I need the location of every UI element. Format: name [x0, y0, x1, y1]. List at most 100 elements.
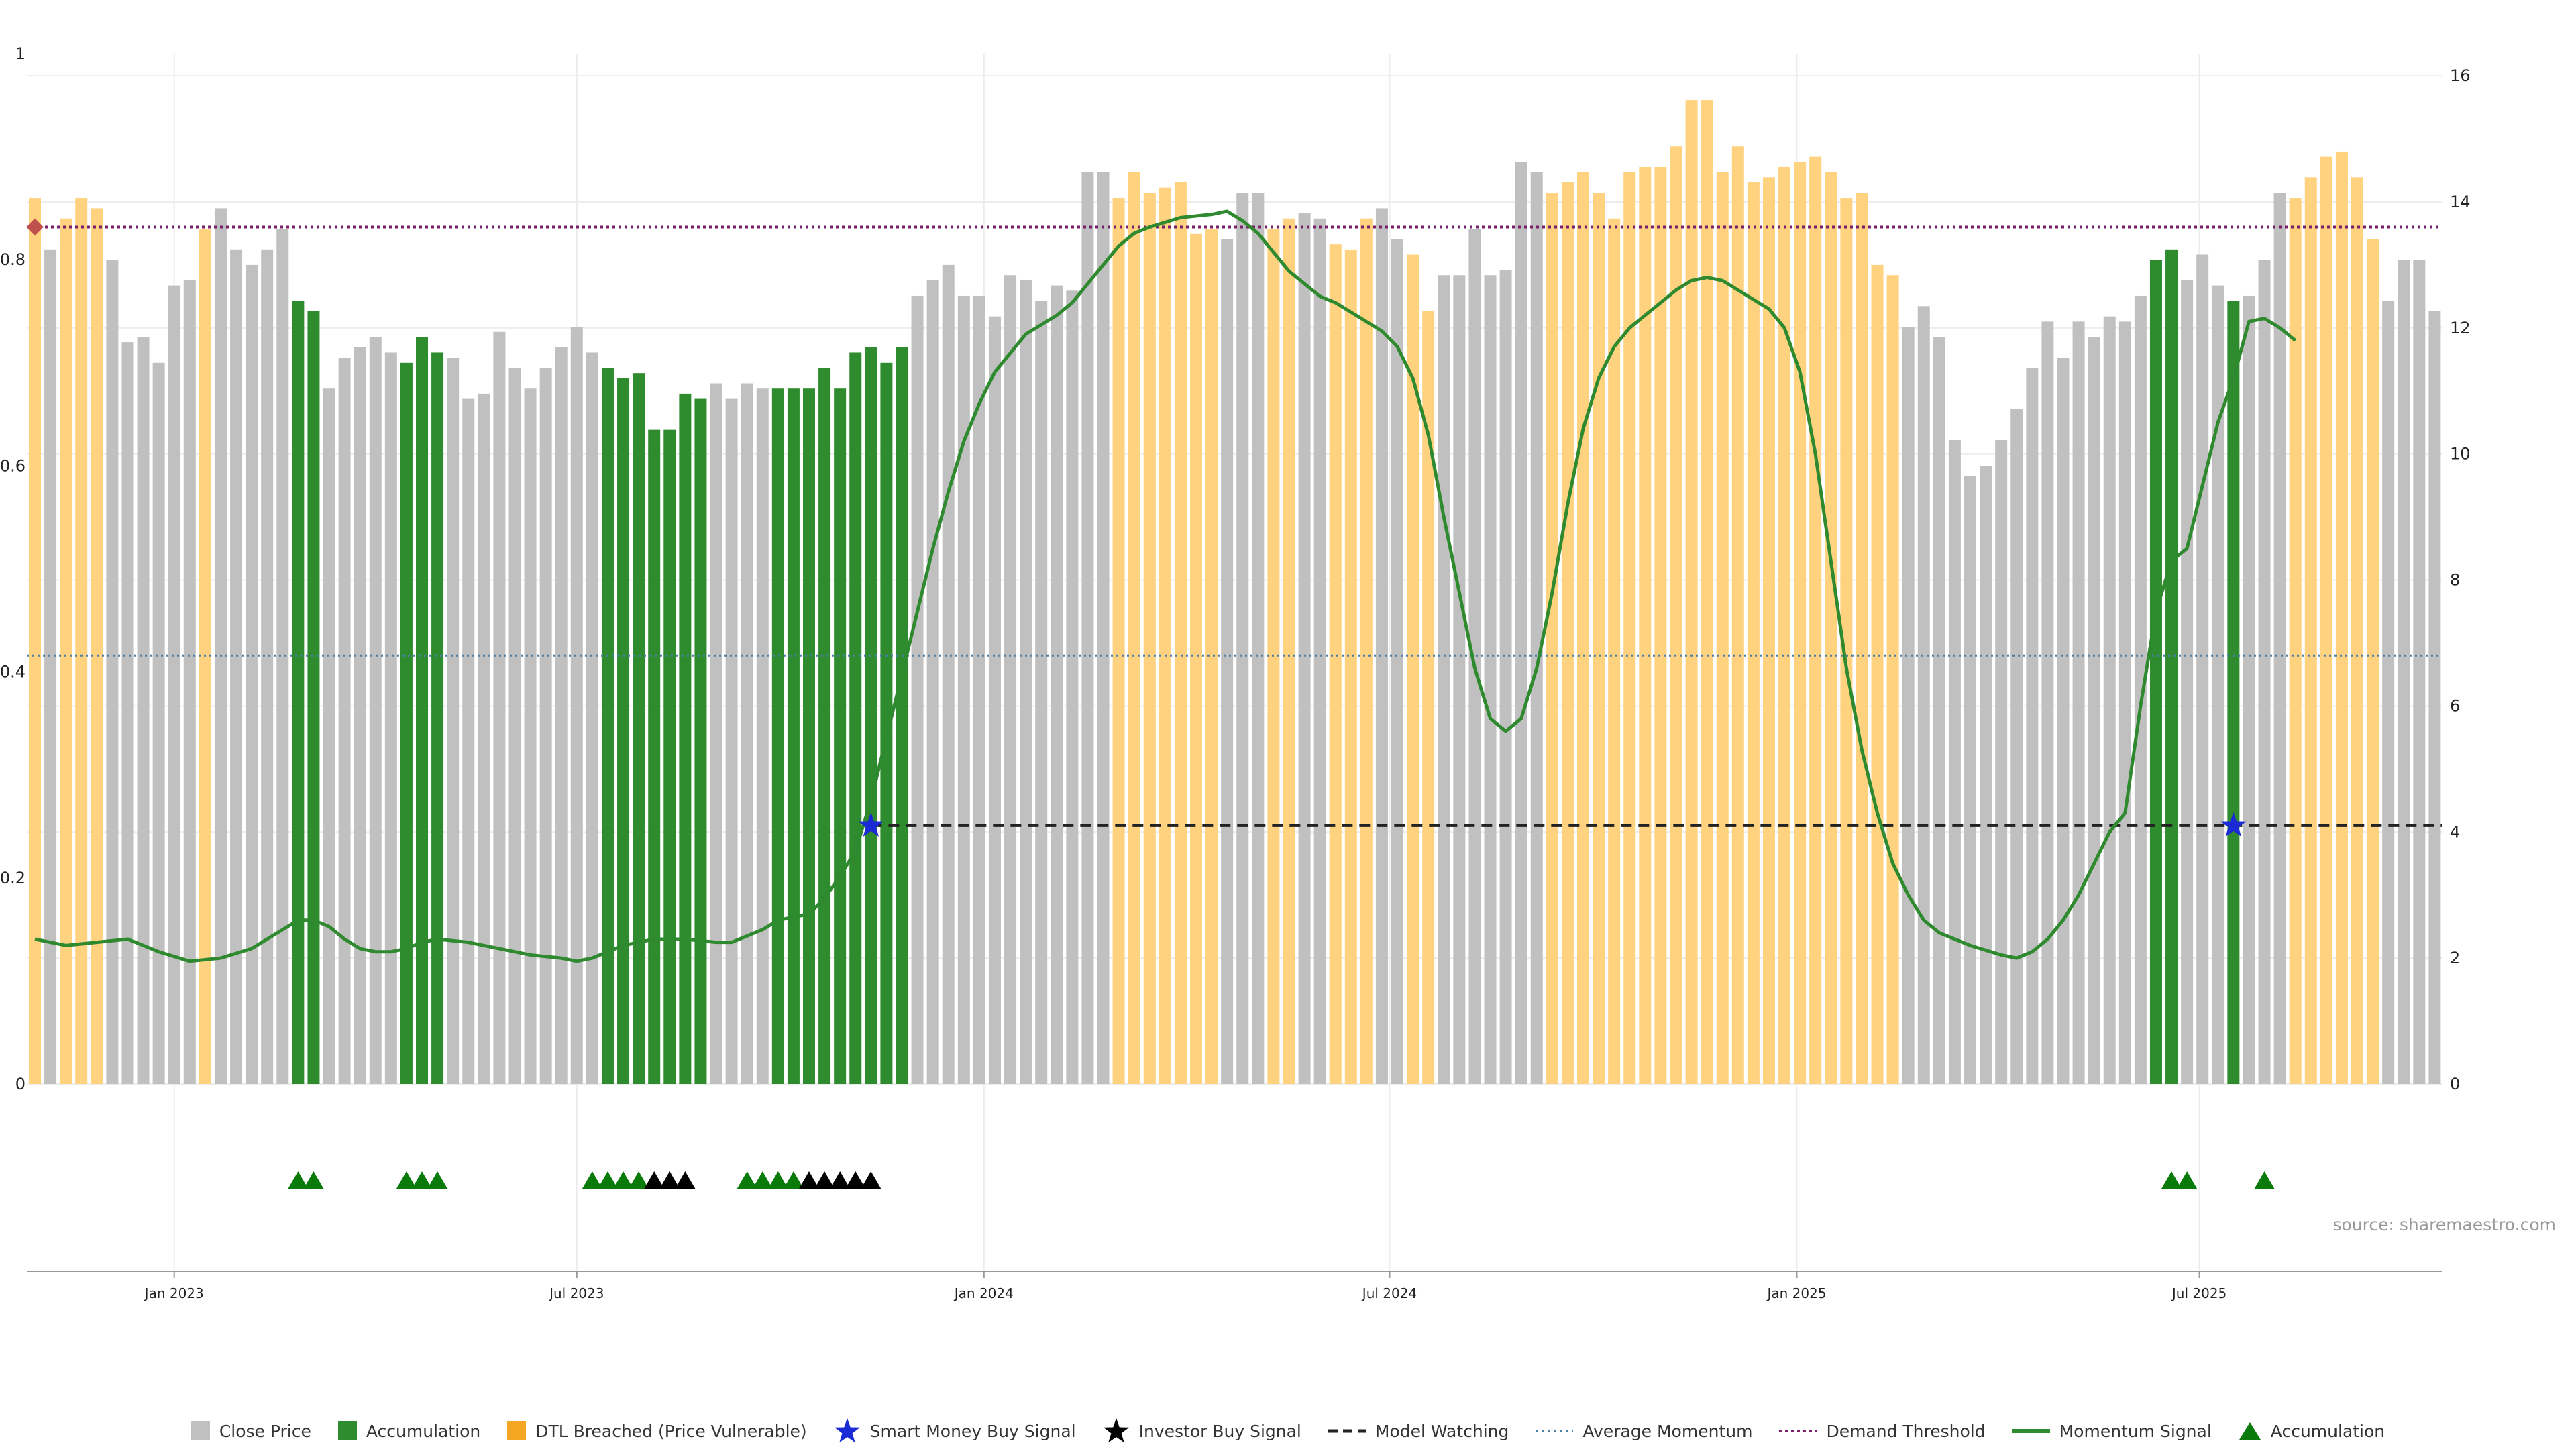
accumulation-bar: [803, 388, 815, 1085]
close-price-bar: [1004, 275, 1017, 1084]
close-price-bar: [493, 331, 506, 1085]
accumulation-bar: [679, 393, 692, 1084]
close-price-bar: [2258, 260, 2271, 1085]
y-right-tick-label: 2: [2450, 949, 2460, 967]
close-price-bar: [478, 393, 490, 1084]
green-triangle-icon: [2239, 1421, 2261, 1441]
dtl-bar: [1886, 275, 1899, 1084]
dtl-bar: [91, 208, 103, 1084]
legend-item: Average Momentum: [1536, 1421, 1752, 1441]
accumulation-bar: [2149, 260, 2162, 1085]
accumulation-bar: [400, 362, 413, 1084]
dtl-bar: [1825, 172, 1837, 1084]
accumulation-bar: [633, 373, 645, 1085]
accumulation-triangle: [597, 1171, 618, 1189]
legend-label: Accumulation: [366, 1421, 481, 1441]
close-price-bar: [323, 388, 335, 1085]
accumulation-triangle: [2177, 1171, 2198, 1189]
accumulation-triangle: [288, 1171, 309, 1189]
dtl-bar: [1190, 233, 1202, 1084]
close-price-bar: [246, 264, 258, 1084]
dtl-bar: [2367, 239, 2379, 1085]
investor-buy-marker: [675, 1171, 696, 1189]
dtl-bar: [1561, 182, 1574, 1084]
dtl-bar: [2320, 156, 2332, 1085]
legend: Close Price Accumulation DTL Breached (Pri…: [0, 1414, 2576, 1448]
dotted-blue-line-icon: [1536, 1428, 1574, 1434]
legend-item: Model Watching: [1328, 1421, 1509, 1441]
close-price-bar: [1252, 193, 1265, 1084]
close-price-bar: [338, 358, 351, 1084]
close-price-bar: [973, 295, 985, 1085]
close-price-bar: [1499, 270, 1512, 1084]
close-price-bar: [926, 280, 939, 1084]
y-right-tick-label: 8: [2450, 571, 2460, 590]
accumulation-triangle: [412, 1171, 432, 1189]
close-price-bar: [276, 229, 289, 1084]
close-price-bar: [2041, 321, 2054, 1084]
close-price-bar: [1051, 285, 1063, 1085]
close-price-bar: [2010, 409, 2023, 1084]
close-price-bar: [261, 249, 274, 1085]
y-left-tick-label: 0.4: [0, 663, 25, 682]
x-tick-label: Jan 2023: [144, 1285, 204, 1301]
y-left-tick-label: 1: [15, 44, 25, 63]
close-price-bar: [2134, 295, 2147, 1085]
close-price-bar: [214, 208, 227, 1084]
blue-star-icon: [834, 1417, 861, 1444]
close-price-bar: [2118, 321, 2131, 1084]
dtl-bar: [1871, 264, 1884, 1084]
close-price-bar: [1964, 476, 1976, 1084]
accumulation-bar: [416, 337, 428, 1084]
accumulation-triangle: [2161, 1171, 2182, 1189]
dtl-bar: [2289, 198, 2302, 1084]
legend-label: Accumulation: [2270, 1421, 2385, 1441]
accumulation-bar: [617, 378, 630, 1084]
accumulation-triangle: [752, 1171, 773, 1189]
investor-buy-marker: [861, 1171, 881, 1189]
close-price-bar: [2428, 311, 2441, 1084]
y-right-tick-label: 12: [2450, 319, 2471, 337]
dtl-bar: [1778, 166, 1791, 1085]
legend-item: Accumulation: [337, 1421, 481, 1441]
dtl-bar: [1344, 249, 1357, 1085]
legend-label: Model Watching: [1375, 1421, 1509, 1441]
accumulation-triangle: [427, 1171, 448, 1189]
close-price-bar: [168, 285, 180, 1085]
accumulation-triangle: [767, 1171, 788, 1189]
dtl-bar: [1840, 198, 1853, 1084]
y-left-tick-label: 0: [15, 1075, 25, 1093]
accumulation-bar: [663, 429, 676, 1084]
legend-label: Momentum Signal: [2059, 1421, 2212, 1441]
close-price-bar: [1081, 172, 1094, 1084]
y-right-tick-label: 16: [2450, 66, 2471, 85]
close-price-bar: [586, 352, 598, 1085]
close-price-bar: [137, 337, 150, 1084]
close-price-bar: [1453, 275, 1466, 1084]
close-price-bar: [2103, 316, 2116, 1085]
accumulation-triangle: [582, 1171, 602, 1189]
x-tick-label: Jul 2023: [548, 1285, 604, 1301]
accumulation-bar: [648, 429, 661, 1084]
axes: Jan 2023 Jul 2023 Jan 2024 Jul 2024 Jan 2025…: [0, 44, 2471, 1301]
close-price-bar: [911, 295, 924, 1085]
smart-money-buy-marker: [2220, 812, 2247, 837]
dtl-bar: [1654, 166, 1667, 1085]
dtl-bar: [2304, 177, 2317, 1084]
close-price-bar: [1035, 301, 1048, 1084]
close-price-bar: [1375, 208, 1388, 1084]
close-price-bar: [1933, 337, 1945, 1084]
y-right-tick-label: 6: [2450, 696, 2460, 715]
close-price-bar: [756, 388, 769, 1085]
accumulation-triangle: [629, 1171, 649, 1189]
legend-item: Momentum Signal: [2012, 1421, 2212, 1441]
close-price-bar: [2181, 280, 2194, 1084]
green-line-icon: [2012, 1428, 2050, 1434]
y-left-tick-label: 0.8: [0, 250, 25, 269]
close-price-bar: [1530, 172, 1543, 1084]
close-price-bar: [2072, 321, 2085, 1084]
close-price-bar: [570, 327, 583, 1084]
close-price-bar: [1902, 327, 1915, 1084]
close-price-bar: [2088, 337, 2100, 1084]
accumulation-bar: [307, 311, 320, 1084]
